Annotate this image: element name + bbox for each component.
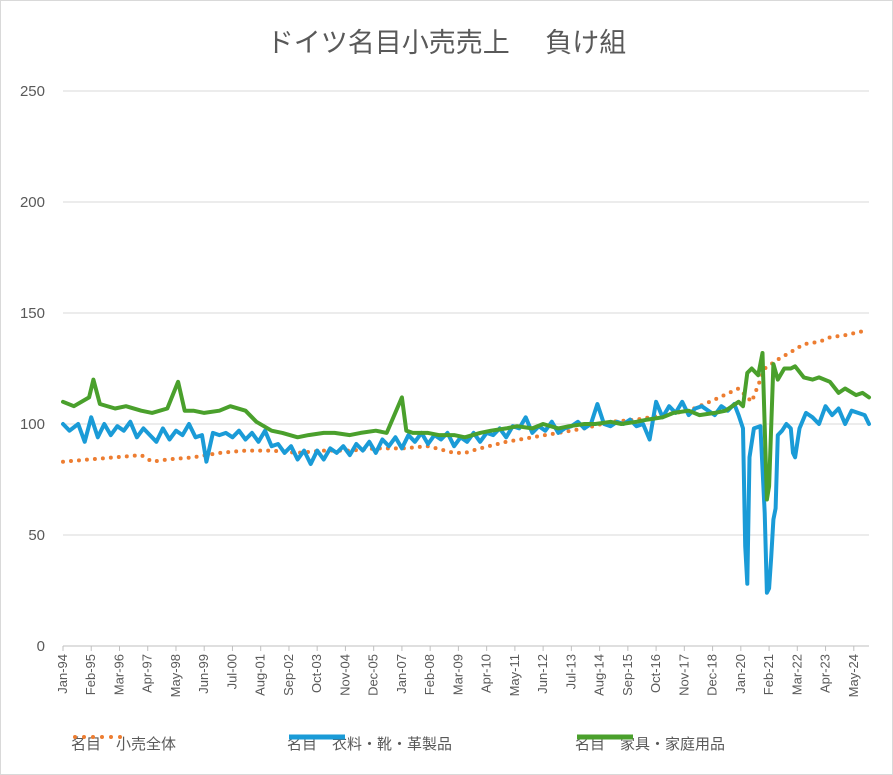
legend: 名目 小売全体 名目 衣料・靴・革製品 名目 家具・家庭用品: [1, 731, 892, 755]
series-line-1: [61, 399, 871, 595]
x-tick-label: Jan-07: [394, 654, 409, 694]
legend-swatch-dotted: [73, 735, 131, 739]
x-tick-label: Jan-20: [733, 654, 748, 694]
x-tick-label: Jul-13: [563, 654, 578, 689]
x-tick-label: Mar-09: [450, 654, 465, 695]
y-tick-label: 200: [20, 194, 45, 211]
x-tick-label: Jun-99: [196, 654, 211, 694]
x-tick-label: Dec-18: [705, 654, 720, 696]
x-tick-label: Sep-02: [281, 654, 296, 696]
y-tick-label: 150: [20, 305, 45, 322]
legend-swatch-blue: [289, 734, 345, 740]
y-tick-label: 250: [20, 83, 45, 100]
series-line-2: [61, 351, 871, 502]
legend-item-clothing: 名目 衣料・靴・革製品: [287, 731, 452, 755]
legend-item-total-retail: 名目 小売全体: [71, 731, 176, 755]
x-tick-label: Nov-17: [676, 654, 691, 696]
x-tick-label: Apr-10: [479, 654, 494, 693]
x-tick-label: Feb-95: [83, 654, 98, 695]
y-tick-label: 100: [20, 416, 45, 433]
x-tick-label: May-11: [507, 654, 522, 696]
x-tick-label: Jun-12: [535, 654, 550, 694]
y-tick-label: 50: [28, 527, 45, 544]
x-tick-label: Feb-21: [761, 654, 776, 695]
y-tick-label: 0: [37, 638, 45, 655]
legend-item-furniture: 名目 家具・家庭用品: [575, 731, 725, 755]
x-tick-label: Oct-16: [648, 654, 663, 693]
x-tick-label: Mar-96: [111, 654, 126, 695]
x-tick-label: Mar-22: [789, 654, 804, 695]
x-tick-label: Aug-14: [592, 654, 607, 696]
legend-label-total-retail: 名目 小売全体: [71, 734, 177, 753]
x-tick-label: Jan-94: [55, 654, 70, 694]
x-tick-label: Dec-05: [366, 654, 381, 696]
legend-swatch-green: [577, 734, 633, 740]
x-tick-label: Oct-03: [309, 654, 324, 693]
x-tick-label: Apr-97: [140, 654, 155, 693]
x-tick-label: Nov-04: [337, 654, 352, 696]
x-tick-label: Jul-00: [224, 654, 239, 689]
x-tick-label: Aug-01: [253, 654, 268, 696]
series-line-0: [61, 328, 867, 464]
chart-title: ドイツ名目小売売上 負け組: [266, 28, 627, 59]
x-tick-label: Apr-23: [818, 654, 833, 693]
x-tick-label: May-24: [846, 654, 861, 697]
x-tick-label: Feb-08: [422, 654, 437, 695]
x-tick-label: Sep-15: [620, 654, 635, 696]
x-tick-label: May-98: [168, 654, 183, 697]
